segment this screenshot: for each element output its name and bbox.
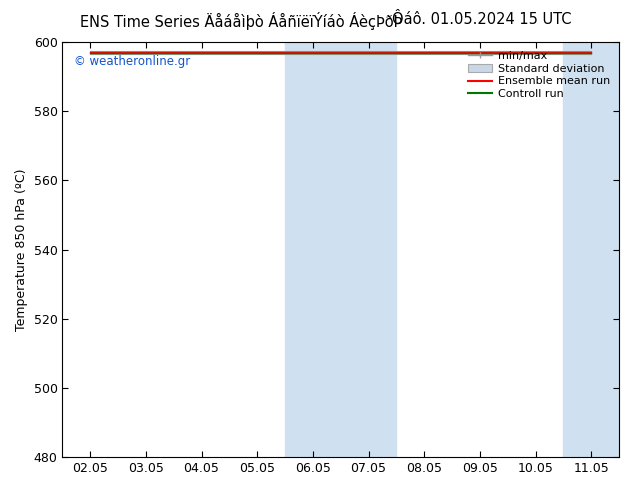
- Bar: [564, 42, 634, 457]
- Text: Ôáô. 01.05.2024 15 UTC: Ôáô. 01.05.2024 15 UTC: [392, 12, 572, 27]
- Bar: [285, 42, 396, 457]
- Text: ENS Time Series Äåáåìþò ÁåñïëïÝíáò ÁèçÞðÞ: ENS Time Series Äåáåìþò ÁåñïëïÝíáò ÁèçÞð…: [80, 12, 402, 30]
- Text: © weatheronline.gr: © weatheronline.gr: [74, 54, 190, 68]
- Legend: min/max, Standard deviation, Ensemble mean run, Controll run: min/max, Standard deviation, Ensemble me…: [465, 48, 614, 102]
- Y-axis label: Temperature 850 hPa (ºC): Temperature 850 hPa (ºC): [15, 169, 28, 331]
